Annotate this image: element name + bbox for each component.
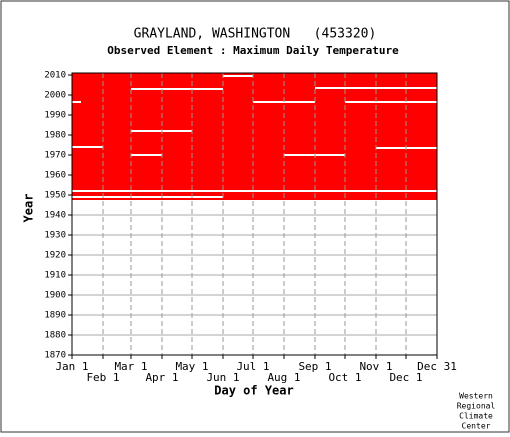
x-tick-label: Aug 1 [267,371,300,384]
data-block [72,198,437,200]
y-tick-label: 1910 [44,271,66,281]
y-tick-label: 1940 [44,211,66,221]
credit-line: Regional [457,402,496,411]
x-tick-label: Oct 1 [328,371,361,384]
plot-border [71,72,438,356]
x-tick-label: Jun 1 [206,371,239,384]
credit-line: Center [462,422,491,431]
x-tick-label: Jul 1 [236,360,269,373]
x-tick-label: May 1 [175,360,208,373]
y-tick-label: 2000 [44,91,66,101]
x-axis-label: Day of Year [214,384,293,398]
x-tick-label: Feb 1 [86,371,119,384]
data-gap [72,101,81,103]
y-tick-label: 1920 [44,251,66,261]
y-tick-label: 1890 [44,311,66,321]
data-block [72,73,437,190]
x-tick-label: Nov 1 [359,360,392,373]
y-tick-label: 1930 [44,231,66,241]
data-gap [223,75,253,77]
credit-line: Western [459,392,493,401]
data-block [223,192,437,198]
x-tick-label: Mar 1 [114,360,147,373]
x-tick-label: Dec 1 [389,371,422,384]
chart-title: GRAYLAND, WASHINGTON (453320) [134,27,377,42]
data-gap [315,87,437,89]
y-tick-label: 1950 [44,191,66,201]
x-tick-label: Jan 1 [55,360,88,373]
y-tick-label: 1960 [44,171,66,181]
x-tick-label: Sep 1 [298,360,331,373]
y-axis-label: Year [22,194,36,223]
data-gap [131,154,162,156]
x-tick-label: Dec 31 [417,360,457,373]
data-block [72,192,223,196]
credit-line: Climate [459,412,493,421]
y-tick-label: 2010 [44,71,66,81]
y-tick-label: 1990 [44,111,66,121]
data-gap [72,146,103,148]
data-gap [345,101,437,103]
x-tick-label: Apr 1 [145,371,178,384]
y-tick-label: 1980 [44,131,66,141]
data-gap [131,88,223,90]
chart-subtitle: Observed Element : Maximum Daily Tempera… [107,44,399,57]
y-tick-label: 1970 [44,151,66,161]
y-tick-label: 1880 [44,331,66,341]
y-tick-label: 1900 [44,291,66,301]
y-tick-label: 1870 [44,351,66,361]
